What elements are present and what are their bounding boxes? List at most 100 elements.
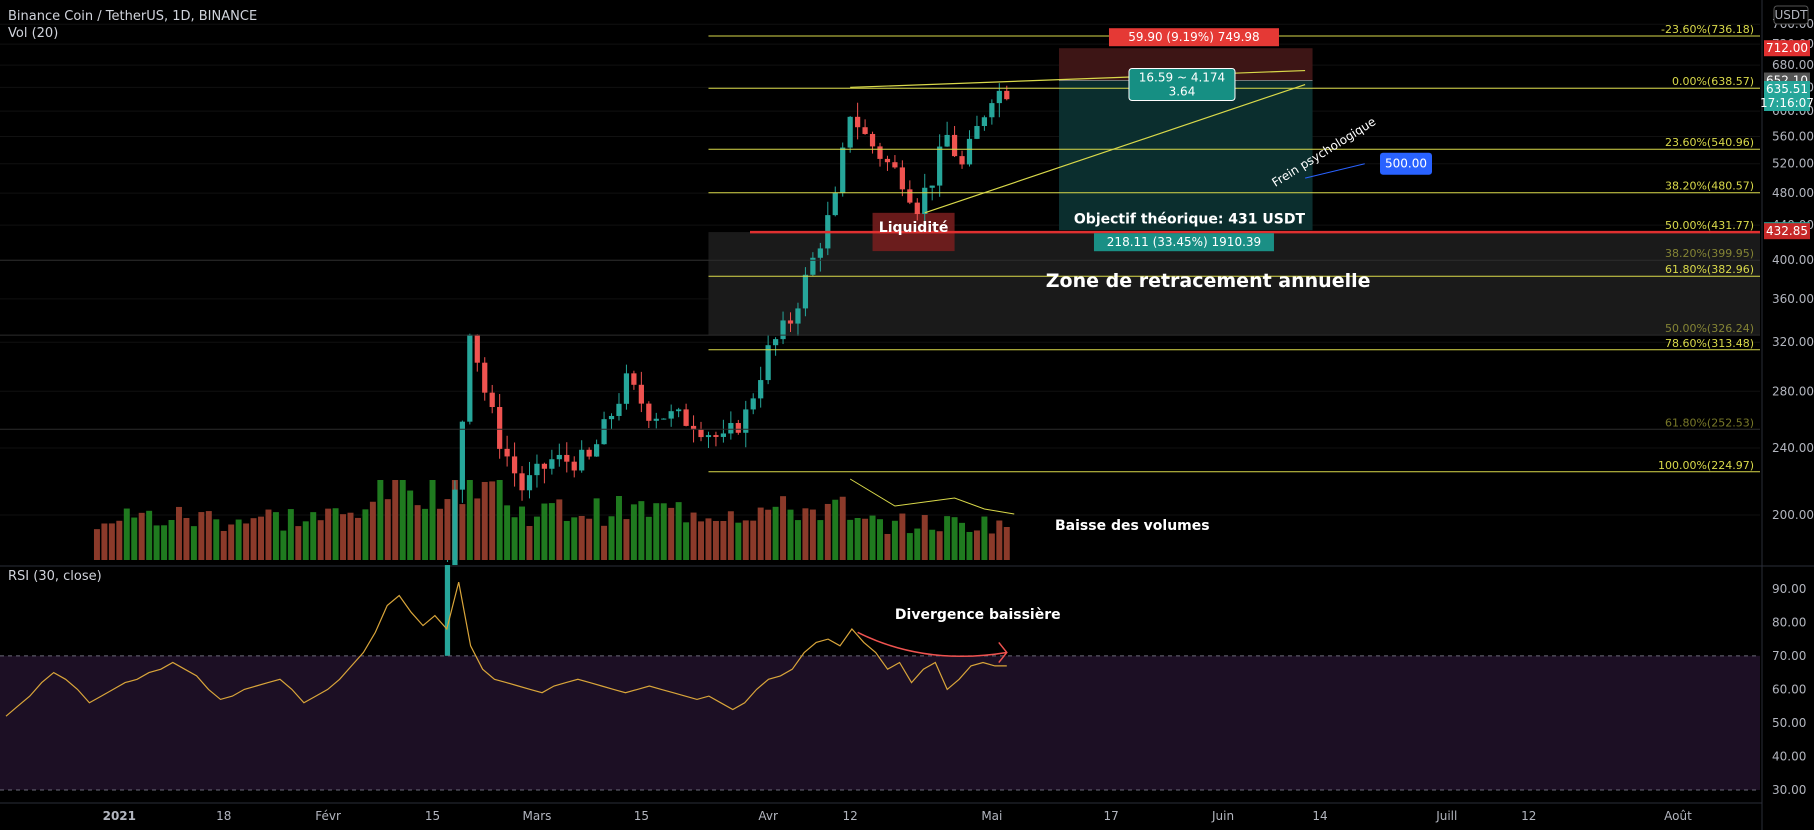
volume-bar xyxy=(645,516,652,560)
candle[interactable] xyxy=(676,407,682,418)
candle[interactable] xyxy=(713,431,719,447)
volume-decline-line xyxy=(849,478,1015,515)
fib-label: 50.00%(431.77) xyxy=(1665,219,1754,232)
candle[interactable] xyxy=(616,393,622,421)
candle[interactable] xyxy=(802,267,809,317)
candle[interactable] xyxy=(444,560,451,658)
candle[interactable] xyxy=(951,126,958,158)
candle[interactable] xyxy=(638,371,644,413)
candle[interactable] xyxy=(601,411,607,445)
candle[interactable] xyxy=(996,83,1002,118)
candle[interactable] xyxy=(720,419,726,443)
candle[interactable] xyxy=(810,252,816,277)
candle[interactable] xyxy=(489,384,495,414)
candle[interactable] xyxy=(482,357,488,401)
currency-badge[interactable]: USDT xyxy=(1773,5,1809,25)
volume-bar xyxy=(705,518,712,560)
volume-bar xyxy=(459,504,466,560)
volume-bar xyxy=(250,518,257,560)
volume-bar xyxy=(183,518,190,560)
candle[interactable] xyxy=(765,334,771,385)
rsi-line[interactable] xyxy=(5,581,1007,717)
candle[interactable] xyxy=(780,311,786,345)
liquidity-label: Liquidité xyxy=(879,220,949,236)
volume-bar xyxy=(414,505,421,560)
candle[interactable] xyxy=(750,393,756,415)
candle[interactable] xyxy=(556,443,562,467)
candle[interactable] xyxy=(623,364,630,410)
candle[interactable] xyxy=(698,421,704,442)
candle[interactable] xyxy=(795,302,801,336)
volume-bar xyxy=(727,511,734,560)
candle[interactable] xyxy=(847,116,853,153)
candle[interactable] xyxy=(989,99,995,125)
candle[interactable] xyxy=(511,442,518,487)
candle[interactable] xyxy=(884,155,891,171)
candle[interactable] xyxy=(631,370,637,390)
volume-bar xyxy=(392,480,399,560)
candle[interactable] xyxy=(899,160,905,197)
candle[interactable] xyxy=(772,337,779,356)
candle[interactable] xyxy=(862,119,868,135)
candle[interactable] xyxy=(966,130,973,167)
psych-tag[interactable] xyxy=(1380,152,1432,175)
candle[interactable] xyxy=(758,366,764,408)
candle[interactable] xyxy=(959,150,965,169)
volume-bar xyxy=(586,518,593,560)
volume-bar xyxy=(168,519,175,560)
target-box[interactable] xyxy=(1058,80,1313,231)
candle[interactable] xyxy=(914,198,920,221)
volume-bar xyxy=(601,525,608,560)
rsi-tick-label: 80.00 xyxy=(1772,615,1806,629)
candle[interactable] xyxy=(981,115,988,131)
candle[interactable] xyxy=(661,418,667,420)
candle[interactable] xyxy=(922,173,928,228)
volume-bar xyxy=(675,502,682,560)
candle[interactable] xyxy=(594,439,600,457)
candle[interactable] xyxy=(743,400,749,448)
candle[interactable] xyxy=(840,142,846,197)
candle[interactable] xyxy=(728,411,734,440)
candle[interactable] xyxy=(467,333,473,425)
candle[interactable] xyxy=(571,456,577,478)
candle[interactable] xyxy=(549,449,555,475)
rsi-tick-label: 50.00 xyxy=(1772,716,1806,730)
candle[interactable] xyxy=(497,394,503,459)
volume-bar xyxy=(526,526,533,560)
candle[interactable] xyxy=(534,454,540,488)
candle[interactable] xyxy=(579,440,585,473)
candle[interactable] xyxy=(974,115,980,140)
candle[interactable] xyxy=(937,134,943,197)
candle[interactable] xyxy=(869,131,876,154)
candle[interactable] xyxy=(705,431,712,448)
candle[interactable] xyxy=(944,121,950,147)
candle[interactable] xyxy=(646,401,652,429)
candle[interactable] xyxy=(877,142,883,167)
candle[interactable] xyxy=(668,404,674,427)
candle[interactable] xyxy=(586,447,592,460)
candle[interactable] xyxy=(892,155,898,169)
candle[interactable] xyxy=(735,419,741,435)
candle[interactable] xyxy=(653,412,659,429)
lower-trendline[interactable] xyxy=(924,83,1306,214)
candle[interactable] xyxy=(504,435,510,467)
time-tick-label: 15 xyxy=(634,809,649,823)
candle[interactable] xyxy=(832,186,838,217)
candle[interactable] xyxy=(787,312,794,333)
candle[interactable] xyxy=(564,442,570,473)
candle[interactable] xyxy=(459,420,465,503)
time-tick-label: Févr xyxy=(315,809,341,823)
volume-bar xyxy=(616,495,622,560)
candle[interactable] xyxy=(683,403,689,427)
volume-bar xyxy=(511,517,518,560)
candle[interactable] xyxy=(817,242,823,272)
candle[interactable] xyxy=(541,462,548,484)
candle[interactable] xyxy=(855,102,861,140)
candle[interactable] xyxy=(519,466,525,501)
candle[interactable] xyxy=(452,480,458,566)
candle[interactable] xyxy=(474,334,480,372)
candle[interactable] xyxy=(526,461,533,499)
candle[interactable] xyxy=(608,413,615,429)
candle[interactable] xyxy=(907,180,913,205)
